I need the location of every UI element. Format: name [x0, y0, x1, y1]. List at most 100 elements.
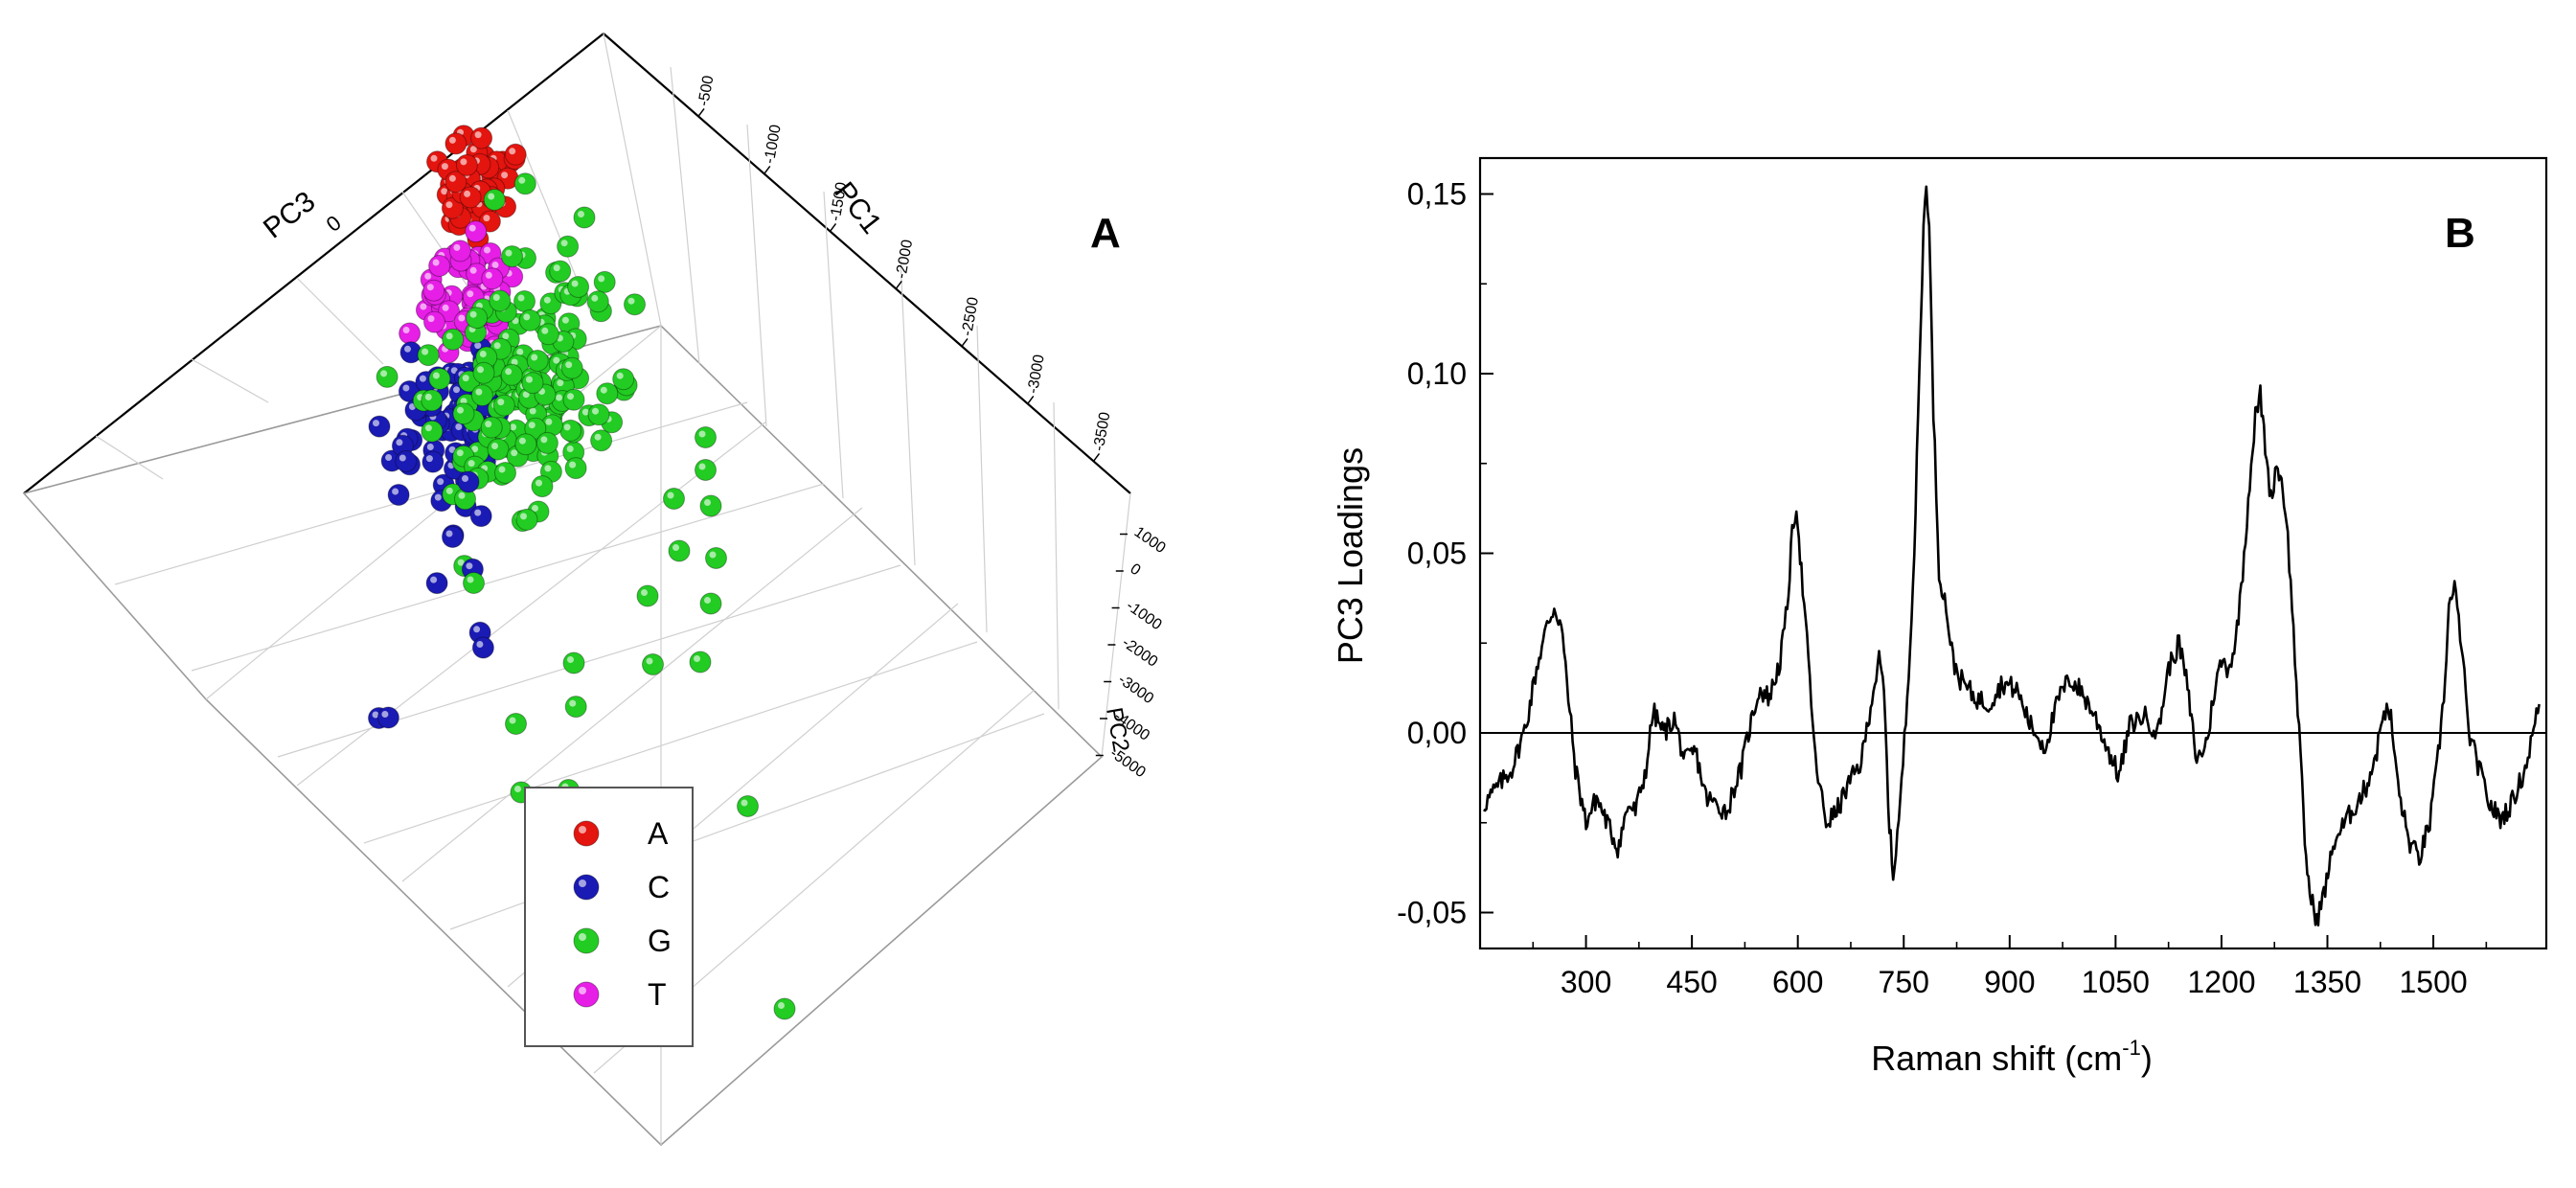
point-g	[494, 462, 516, 484]
y-tick-label: -0,05	[1397, 896, 1467, 930]
cube-frame	[23, 33, 1131, 494]
point-highlight	[457, 406, 464, 414]
point-highlight	[455, 423, 463, 430]
point-highlight	[672, 544, 679, 551]
point-highlight	[385, 454, 393, 461]
point-highlight	[698, 463, 706, 470]
point-c	[395, 450, 418, 472]
point-highlight	[425, 455, 433, 463]
pc1-tick-label: -1500	[828, 181, 851, 222]
point-g	[428, 368, 451, 390]
point-highlight	[464, 190, 471, 197]
point-g	[699, 494, 722, 517]
point-g	[593, 270, 616, 293]
point-highlight	[698, 430, 706, 438]
point-g	[466, 307, 489, 330]
point-highlight	[458, 314, 466, 322]
point-highlight	[556, 394, 563, 401]
point-t	[423, 310, 445, 333]
point-g	[562, 651, 585, 674]
point-highlight	[581, 408, 589, 416]
point-highlight	[493, 342, 501, 350]
point-highlight	[505, 249, 513, 257]
point-highlight	[497, 399, 505, 406]
point-highlight	[544, 465, 552, 472]
pc1-tick	[1092, 452, 1101, 462]
point-highlight	[598, 275, 605, 283]
pc1-tick	[895, 280, 902, 289]
x-tick-label: 1350	[2293, 965, 2361, 999]
point-g	[564, 457, 587, 480]
point-g	[567, 276, 590, 298]
panel-label-a: A	[1090, 210, 1121, 257]
point-highlight	[448, 174, 456, 182]
point-highlight	[545, 418, 553, 425]
point-highlight	[571, 280, 579, 287]
legend-marker-a	[573, 820, 600, 847]
point-highlight	[591, 294, 599, 302]
point-highlight	[509, 148, 516, 155]
point-highlight	[510, 423, 517, 431]
point-highlight	[420, 303, 427, 310]
point-g	[513, 290, 536, 312]
x-tick-label: 1500	[2399, 965, 2467, 999]
point-highlight	[518, 176, 526, 184]
point-g	[531, 475, 554, 498]
point-highlight	[373, 420, 379, 427]
legend-marker-c	[573, 874, 600, 901]
point-highlight	[462, 375, 469, 382]
point-highlight	[517, 294, 525, 302]
point-highlight	[453, 243, 461, 251]
point-highlight	[523, 313, 531, 321]
point-g	[452, 402, 475, 425]
point-highlight	[529, 407, 536, 415]
point-g	[636, 584, 659, 607]
point-t	[399, 322, 422, 345]
point-highlight	[404, 345, 411, 353]
point-t	[448, 240, 471, 263]
pc1-tick-label: -1000	[762, 124, 785, 165]
point-highlight	[453, 386, 460, 394]
point-highlight	[491, 262, 499, 268]
point-highlight	[667, 491, 674, 499]
point-g	[421, 420, 444, 443]
point-t	[422, 279, 445, 302]
point-highlight	[488, 193, 495, 200]
point-highlight	[422, 348, 429, 355]
point-highlight	[540, 436, 548, 444]
pc1-tick	[1027, 395, 1035, 404]
point-highlight	[460, 398, 467, 405]
point-highlight	[778, 1002, 785, 1009]
point-highlight	[380, 370, 388, 377]
point-a	[455, 153, 478, 176]
point-highlight	[441, 163, 448, 171]
y-tick-label: 0,15	[1407, 177, 1467, 212]
point-highlight	[484, 246, 490, 254]
x-axis-title-main: Raman shift (cm	[1871, 1039, 2122, 1078]
pc3-axis-label: PC3	[258, 186, 321, 245]
series-line-pc3-loading	[1483, 185, 2541, 927]
point-highlight	[469, 146, 477, 153]
x-axis-title: Raman shift (cm-1)	[1871, 1036, 2153, 1078]
point-g	[470, 384, 493, 407]
y-tick-label: 0,05	[1407, 537, 1467, 571]
point-highlight	[424, 272, 432, 280]
legend-label-g: G	[648, 924, 672, 958]
point-highlight	[485, 271, 492, 279]
legend-label-a: A	[648, 816, 669, 851]
point-t	[481, 267, 504, 290]
cube-edge-top-left	[23, 33, 604, 494]
point-t	[465, 220, 488, 243]
x-tick-label: 600	[1772, 965, 1823, 999]
point-highlight	[424, 424, 432, 432]
point-highlight	[476, 641, 484, 648]
point-highlight	[462, 475, 468, 482]
point-c	[368, 415, 391, 438]
point-highlight	[475, 388, 483, 396]
point-highlight	[432, 372, 440, 379]
point-highlight	[646, 657, 653, 665]
point-g	[536, 323, 559, 346]
point-g	[480, 416, 503, 439]
point-highlight	[536, 479, 542, 487]
panel-label-b: B	[2445, 210, 2475, 257]
